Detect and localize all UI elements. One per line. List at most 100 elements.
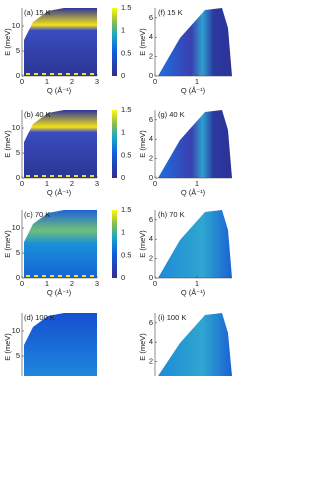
bragg-spot (90, 175, 94, 177)
x-tick-label: 0 (20, 77, 24, 86)
x-axis-label: Q (Å⁻¹) (181, 288, 206, 297)
y-tick-label: 10 (12, 326, 20, 335)
x-tick-label: 1 (195, 179, 199, 188)
x-tick-label: 1 (45, 279, 49, 288)
bragg-spot (50, 275, 54, 277)
colorbar-tick-label: 1.5 (121, 3, 131, 12)
x-tick-label: 3 (95, 279, 99, 288)
heatmap (24, 313, 97, 376)
bragg-spot (26, 175, 30, 177)
y-tick-label: 10 (12, 223, 20, 232)
colorbar-tick-label: 0 (121, 71, 125, 80)
heatmap (24, 8, 97, 76)
bragg-spot (58, 175, 62, 177)
y-tick-label: 0 (149, 173, 153, 182)
x-tick-label: 0 (20, 279, 24, 288)
bragg-spot (50, 175, 54, 177)
y-tick-label: 5 (16, 46, 20, 55)
colorbar-tick-label: 1 (121, 26, 125, 35)
y-tick-label: 5 (16, 351, 20, 360)
y-tick-label: 6 (149, 115, 153, 124)
y-tick-label: 4 (149, 337, 153, 346)
y-tick-label: 10 (12, 123, 20, 132)
x-axis-label: Q (Å⁻¹) (181, 188, 206, 197)
y-tick-label: 4 (149, 134, 153, 143)
x-tick-label: 1 (195, 279, 199, 288)
colorbar-tick-label: 0.5 (121, 48, 131, 57)
y-tick-label: 0 (149, 71, 153, 80)
x-tick-label: 0 (153, 279, 157, 288)
bragg-spot (66, 175, 70, 177)
bragg-spot (34, 175, 38, 177)
x-axis-label: Q (Å⁻¹) (181, 86, 206, 95)
y-axis-label: E (meV) (3, 333, 12, 361)
y-tick-label: 0 (16, 273, 20, 282)
x-axis-label: Q (Å⁻¹) (47, 86, 72, 95)
bragg-spot (82, 175, 86, 177)
bragg-spot (50, 73, 54, 75)
bragg-spot (58, 275, 62, 277)
x-tick-label: 1 (195, 77, 199, 86)
y-tick-label: 6 (149, 318, 153, 327)
bragg-spot (42, 73, 46, 75)
bragg-spot (82, 275, 86, 277)
bragg-spot (34, 73, 38, 75)
heatmap (24, 210, 97, 278)
x-tick-label: 2 (70, 179, 74, 188)
bragg-spot (26, 73, 30, 75)
x-axis-label: Q (Å⁻¹) (47, 188, 72, 197)
colorbar-tick-label: 0.5 (121, 150, 131, 159)
y-tick-label: 0 (149, 273, 153, 282)
x-tick-label: 0 (20, 179, 24, 188)
y-axis-label: E (meV) (138, 130, 147, 158)
panel-label: (g) 40 K (158, 110, 185, 119)
bragg-spot (58, 73, 62, 75)
y-axis-label: E (meV) (138, 230, 147, 258)
panel-label: (d) 100 K (24, 313, 55, 322)
colorbar-tick-label: 0 (121, 273, 125, 282)
y-axis-label: E (meV) (3, 130, 12, 158)
bragg-spot (66, 275, 70, 277)
colorbar-tick-label: 1.5 (121, 105, 131, 114)
x-tick-label: 2 (70, 77, 74, 86)
y-tick-label: 0 (16, 173, 20, 182)
bragg-spot (42, 175, 46, 177)
x-tick-label: 3 (95, 77, 99, 86)
bragg-spot (90, 275, 94, 277)
x-tick-label: 1 (45, 77, 49, 86)
y-tick-label: 2 (149, 52, 153, 61)
panel-label: (i) 100 K (158, 313, 186, 322)
y-tick-label: 4 (149, 32, 153, 41)
heatmap (158, 210, 232, 278)
panel-label: (a) 15 K (24, 8, 51, 17)
colorbar-tick-label: 0 (121, 173, 125, 182)
panel-label: (b) 40 K (24, 110, 51, 119)
y-axis-label: E (meV) (138, 28, 147, 56)
colorbar (112, 8, 117, 76)
bragg-spot (34, 275, 38, 277)
colorbar-tick-label: 0.5 (121, 250, 131, 259)
bragg-spot (26, 275, 30, 277)
x-axis-label: Q (Å⁻¹) (47, 288, 72, 297)
x-tick-label: 0 (153, 179, 157, 188)
y-axis-label: E (meV) (138, 333, 147, 361)
bragg-spot (42, 275, 46, 277)
x-tick-label: 1 (45, 179, 49, 188)
y-tick-label: 0 (16, 71, 20, 80)
y-tick-label: 2 (149, 154, 153, 163)
heatmap (158, 8, 232, 76)
y-axis-label: E (meV) (3, 230, 12, 258)
y-axis-label: E (meV) (3, 28, 12, 56)
colorbar-tick-label: 1 (121, 228, 125, 237)
y-tick-label: 5 (16, 248, 20, 257)
heatmap (24, 110, 97, 178)
x-tick-label: 3 (95, 179, 99, 188)
y-tick-label: 6 (149, 215, 153, 224)
y-tick-label: 5 (16, 148, 20, 157)
y-tick-label: 2 (149, 357, 153, 366)
bragg-spot (74, 175, 78, 177)
colorbar-tick-label: 1.5 (121, 205, 131, 214)
x-tick-label: 0 (153, 77, 157, 86)
colorbar (112, 210, 117, 278)
